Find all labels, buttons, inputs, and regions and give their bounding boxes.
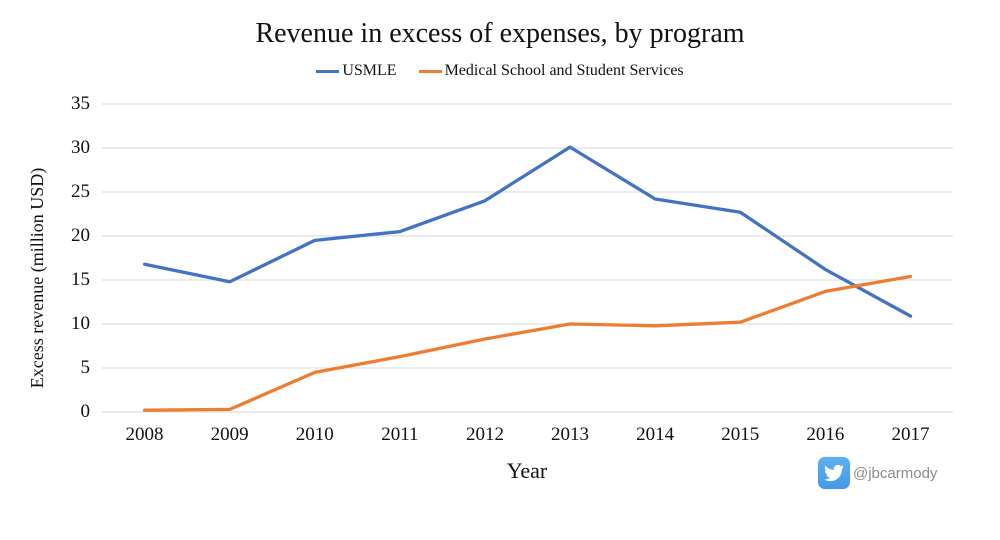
y-tick-label: 10 [71, 313, 90, 334]
x-tick-label: 2016 [806, 424, 845, 445]
legend-label-medical-school: Medical School and Student Services [444, 62, 684, 79]
legend-item-medical-school: Medical School and Student Services [418, 62, 684, 80]
twitter-handle: @jbcarmody [853, 464, 938, 482]
x-tick-label: 2014 [636, 424, 675, 445]
author-watermark: @jbcarmody [818, 457, 937, 489]
y-tick-label: 20 [71, 225, 90, 246]
chart-legend: USMLE Medical School and Student Service… [0, 61, 1000, 81]
x-tick-label: 2013 [551, 424, 590, 445]
legend-item-usmle: USMLE [316, 62, 397, 80]
x-axis-title: Year [506, 458, 548, 483]
twitter-icon [818, 457, 850, 489]
legend-label-usmle: USMLE [342, 62, 397, 79]
legend-line-swatch-usmle [316, 69, 340, 73]
y-tick-label: 30 [71, 137, 90, 158]
x-tick-label: 2008 [125, 424, 164, 445]
y-axis-title: Excess revenue (million USD) [27, 167, 47, 389]
chart-title: Revenue in excess of expenses, by progra… [255, 18, 745, 49]
y-tick-label: 5 [80, 357, 91, 378]
x-tick-label: 2015 [721, 424, 760, 445]
x-tick-label: 2010 [295, 424, 334, 445]
x-tick-label: 2011 [381, 424, 419, 445]
x-tick-label: 2012 [465, 424, 504, 445]
y-tick-label: 15 [71, 269, 90, 290]
series-line-1 [142, 274, 913, 412]
y-tick-label: 35 [71, 93, 90, 114]
y-tick-label: 0 [80, 401, 91, 422]
x-tick-label: 2017 [891, 424, 930, 445]
series-line-0 [142, 145, 913, 318]
x-tick-label: 2009 [210, 424, 249, 445]
legend-line-swatch-medical-school [418, 69, 442, 73]
y-tick-label: 25 [71, 181, 90, 202]
